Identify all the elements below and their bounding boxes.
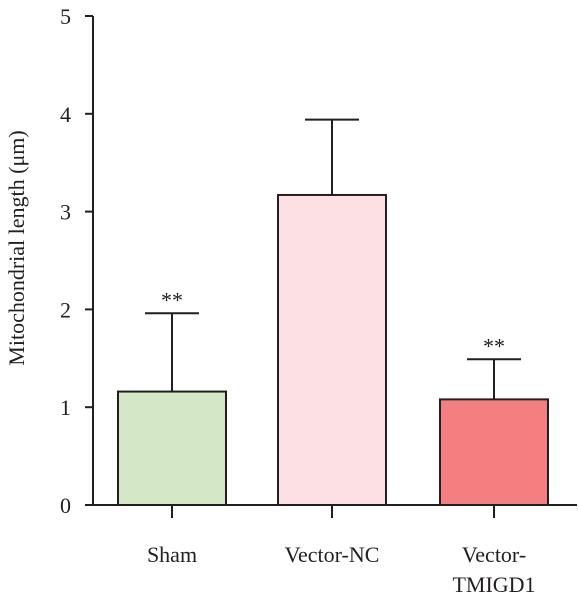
- y-tick-label: 5: [60, 4, 71, 29]
- bar: [439, 398, 549, 507]
- y-axis-title: Mitochondrial length (μm): [4, 130, 29, 365]
- x-tick-label: TMIGD1: [452, 572, 535, 597]
- error-bars: [145, 118, 521, 400]
- significance-label: **: [483, 333, 505, 358]
- bar: [277, 193, 387, 506]
- y-tick-label: 3: [60, 200, 71, 225]
- y-tick-label: 1: [60, 395, 71, 420]
- bar: [117, 390, 227, 506]
- x-tick-label: Sham: [147, 542, 197, 567]
- bars: [117, 193, 549, 507]
- significance-annotations: ** **: [161, 287, 505, 358]
- x-axis: Sham Vector-NC Vector- TMIGD1: [93, 504, 577, 597]
- x-tick-label: Vector-NC: [285, 542, 380, 567]
- y-tick-label: 4: [60, 102, 71, 127]
- y-axis: 0 1 2 3 4 5: [60, 4, 94, 518]
- x-tick-label: Vector-: [462, 542, 526, 567]
- significance-label: **: [161, 287, 183, 312]
- y-tick-label: 2: [60, 297, 71, 322]
- y-tick-label: 0: [60, 493, 71, 518]
